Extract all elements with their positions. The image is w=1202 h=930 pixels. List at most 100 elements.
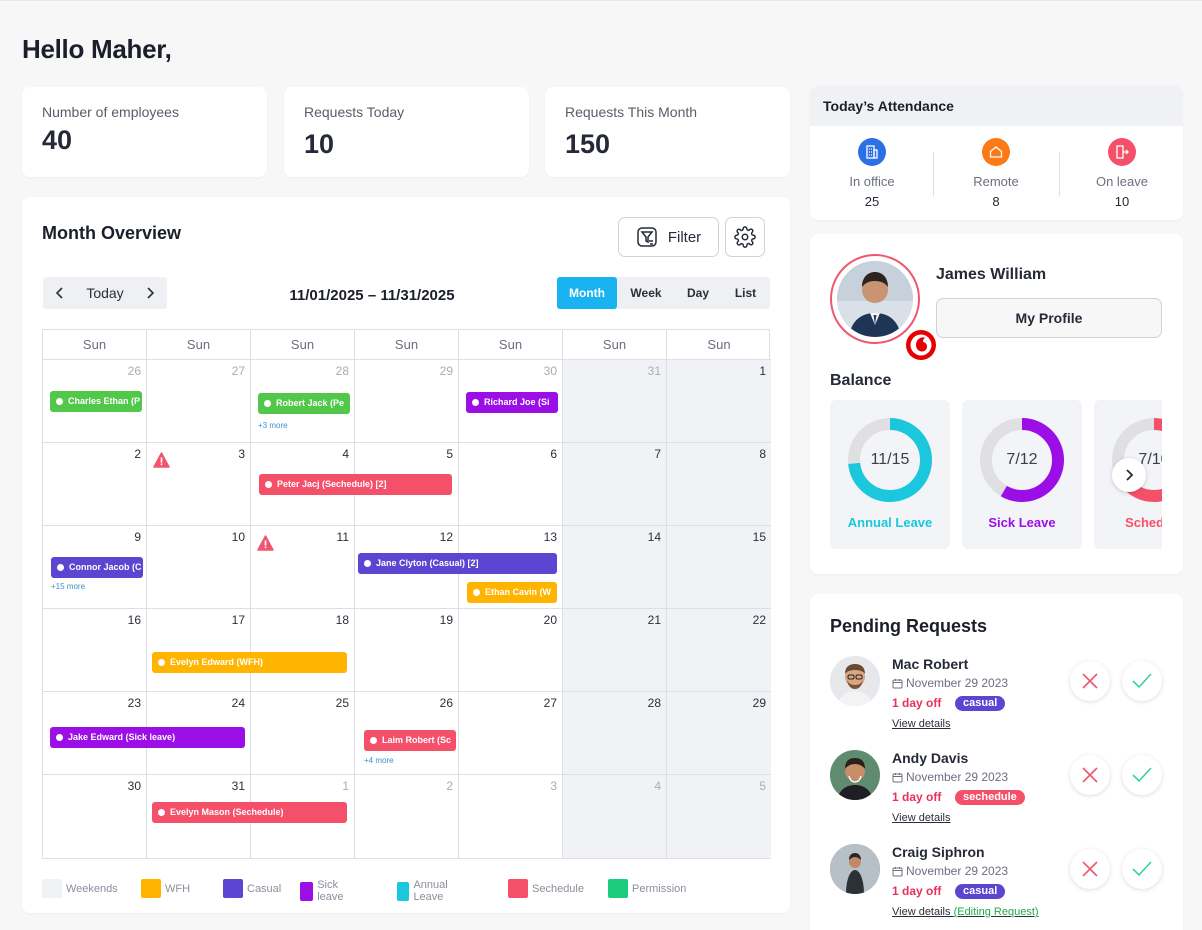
calendar-day-cell[interactable]: 30 — [43, 775, 147, 858]
view-week-button[interactable]: Week — [630, 286, 662, 300]
calendar-day-cell[interactable]: 9 — [43, 526, 147, 609]
check-icon — [1132, 861, 1152, 877]
balance-next-button[interactable] — [1112, 458, 1146, 492]
calendar-event[interactable]: Ethan Cavin (W — [467, 582, 557, 603]
chevron-right-icon[interactable] — [143, 286, 157, 300]
reject-button[interactable] — [1070, 755, 1110, 795]
day-number: 26 — [127, 364, 141, 378]
view-details-link[interactable]: View details (Editing Request) — [892, 906, 1039, 918]
pending-requests-card: Pending Requests Mac Robert November 29 … — [810, 594, 1183, 930]
attendance-label: In office — [849, 174, 895, 189]
calendar-day-cell[interactable]: 29 — [355, 360, 459, 443]
calendar-day-cell[interactable]: 4 — [563, 775, 667, 858]
calendar-day-cell[interactable]: 17 — [147, 609, 251, 692]
day-number: 21 — [647, 613, 661, 627]
calendar-event[interactable]: Jane Clyton (Casual) [2] — [358, 553, 557, 574]
reject-button[interactable] — [1070, 661, 1110, 701]
calendar-day-cell[interactable]: 6 — [459, 443, 563, 526]
calendar-day-cell[interactable]: 29 — [667, 692, 771, 775]
calendar-day-cell[interactable]: 16 — [43, 609, 147, 692]
calendar-event[interactable]: Laim Robert (Sc — [364, 730, 456, 751]
calendar-day-cell[interactable]: 24 — [147, 692, 251, 775]
calendar-event[interactable]: Evelyn Mason (Sechedule) — [152, 802, 347, 823]
weekday-header: Sun — [251, 330, 355, 359]
day-number: 1 — [759, 364, 766, 378]
calendar-day-cell[interactable]: 10 — [147, 526, 251, 609]
calendar-day-cell[interactable]: 20 — [459, 609, 563, 692]
calendar-event[interactable]: Charles Ethan (P — [50, 391, 142, 412]
day-number: 30 — [543, 364, 557, 378]
filter-button[interactable]: Filter — [618, 217, 719, 257]
calendar-event[interactable]: Robert Jack (Pe — [258, 393, 350, 414]
divider — [933, 152, 934, 196]
day-number: 5 — [446, 447, 453, 461]
day-number: 18 — [335, 613, 349, 627]
check-icon — [1132, 673, 1152, 689]
calendar-day-cell[interactable]: 26 — [355, 692, 459, 775]
view-list-button[interactable]: List — [734, 286, 757, 300]
calendar-day-cell[interactable]: 21 — [563, 609, 667, 692]
calendar-event[interactable]: Jake Edward (Sick leave) — [50, 727, 245, 748]
day-number: 31 — [231, 779, 245, 793]
calendar-day-cell[interactable]: 5 — [355, 443, 459, 526]
view-day-button[interactable]: Day — [686, 286, 709, 300]
calendar-day-cell[interactable]: 14 — [563, 526, 667, 609]
view-details-link[interactable]: View details — [892, 718, 951, 730]
calendar-day-cell[interactable]: 3 — [459, 775, 563, 858]
legend-item: Annual Leave — [397, 879, 455, 903]
legend-swatch — [397, 881, 410, 901]
avatar[interactable] — [830, 254, 938, 362]
calendar-day-cell[interactable]: 11 — [251, 526, 355, 609]
calendar-event[interactable]: Peter Jacj (Sechedule) [2] — [259, 474, 452, 495]
calendar-day-cell[interactable]: 2 — [355, 775, 459, 858]
calendar-day-cell[interactable]: 28 — [251, 360, 355, 443]
view-details-link[interactable]: View details — [892, 812, 951, 824]
my-profile-button[interactable]: My Profile — [936, 298, 1162, 338]
calendar-day-cell[interactable]: 1 — [667, 360, 771, 443]
today-button[interactable]: Today — [86, 285, 124, 301]
calendar-day-cell[interactable]: 1 — [251, 775, 355, 858]
more-events-link[interactable]: +4 more — [364, 756, 394, 765]
calendar-day-cell[interactable]: 2 — [43, 443, 147, 526]
stat-value: 40 — [42, 125, 73, 155]
donut-sick-leave — [980, 418, 1064, 502]
calendar-event[interactable]: Richard Joe (Si — [466, 392, 558, 413]
calendar-day-cell[interactable]: 19 — [355, 609, 459, 692]
more-events-link[interactable]: +15 more — [51, 582, 86, 591]
approve-button[interactable] — [1122, 661, 1162, 701]
request-date-text: November 29 2023 — [906, 770, 1009, 784]
view-month-button[interactable]: Month — [557, 277, 617, 309]
date-navigation: Today — [43, 277, 167, 309]
calendar-day-cell[interactable]: 18 — [251, 609, 355, 692]
calendar-day-cell[interactable]: 27 — [459, 692, 563, 775]
view-details-text: View details — [892, 718, 951, 730]
calendar-day-cell[interactable]: 30 — [459, 360, 563, 443]
calendar-day-cell[interactable]: 22 — [667, 609, 771, 692]
profile-name: James William — [936, 266, 1047, 283]
settings-button[interactable] — [725, 217, 765, 257]
calendar-event[interactable]: Connor Jacob (C — [51, 557, 143, 578]
calendar-day-cell[interactable]: 8 — [667, 443, 771, 526]
request-days: 1 day off — [892, 790, 942, 804]
calendar-day-cell[interactable]: 28 — [563, 692, 667, 775]
approve-button[interactable] — [1122, 849, 1162, 889]
day-number: 8 — [759, 447, 766, 461]
calendar-day-cell[interactable]: 7 — [563, 443, 667, 526]
chevron-left-icon[interactable] — [53, 286, 67, 300]
legend-swatch — [508, 879, 528, 898]
calendar-day-cell[interactable]: 5 — [667, 775, 771, 858]
balance-card-annual: 11/15 Annual Leave — [830, 400, 950, 549]
calendar-day-cell[interactable]: 26 — [43, 360, 147, 443]
reject-button[interactable] — [1070, 849, 1110, 889]
calendar-day-cell[interactable]: 31 — [563, 360, 667, 443]
more-events-link[interactable]: +3 more — [258, 421, 288, 430]
calendar-day-cell[interactable]: 13 — [459, 526, 563, 609]
request-type-badge: casual — [955, 696, 1006, 711]
calendar-event[interactable]: Evelyn Edward (WFH) — [152, 652, 347, 673]
calendar-day-cell[interactable]: 25 — [251, 692, 355, 775]
day-number: 9 — [134, 530, 141, 544]
calendar-day-cell[interactable]: 15 — [667, 526, 771, 609]
calendar-day-cell[interactable]: 27 — [147, 360, 251, 443]
calendar-day-cell[interactable]: 3 — [147, 443, 251, 526]
approve-button[interactable] — [1122, 755, 1162, 795]
